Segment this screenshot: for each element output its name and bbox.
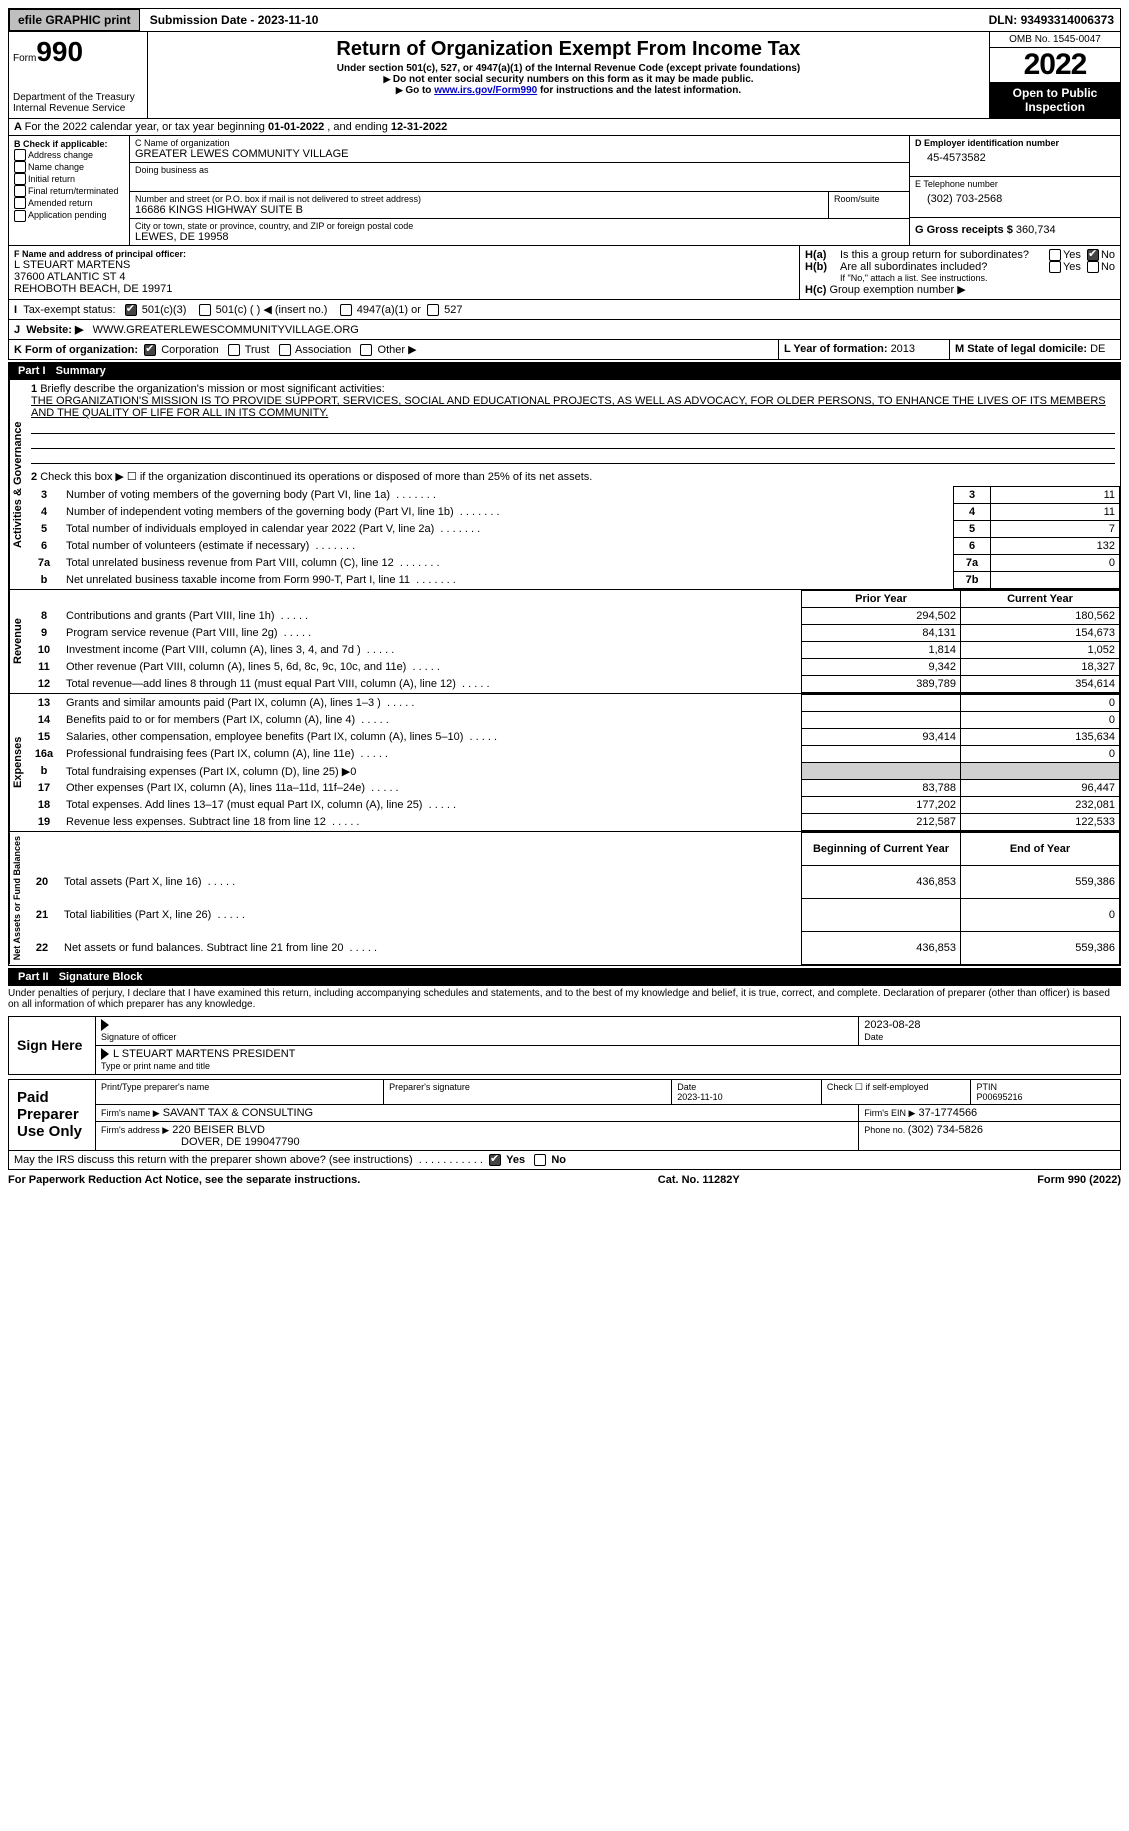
chk-amended[interactable]: Amended return [14, 197, 124, 209]
officer-addr2: REHOBOTH BEACH, DE 19971 [14, 283, 794, 295]
firm-addr2: DOVER, DE 199047790 [101, 1136, 300, 1148]
paid-preparer: Paid Preparer Use Only [9, 1080, 96, 1150]
chk-address[interactable]: Address change [14, 149, 124, 161]
form-id-cell: Form990 Department of the Treasury Inter… [9, 32, 148, 118]
chk-corp[interactable]: Corporation [144, 344, 219, 356]
k-label: K Form of organization: [14, 344, 138, 356]
q1: Briefly describe the organization's miss… [40, 383, 384, 395]
side-expenses: Expenses [9, 694, 26, 831]
subtitle2: Do not enter social security numbers on … [152, 74, 985, 85]
tax-year: 2022 [990, 48, 1120, 82]
ein: 45-4573582 [915, 148, 1115, 164]
street-address: 16686 KINGS HIGHWAY SUITE B [135, 204, 823, 216]
officer-name: L STEUART MARTENS [14, 259, 794, 271]
chk-other[interactable]: Other ▶ [360, 344, 416, 356]
website: WWW.GREATERLEWESCOMMUNITYVILLAGE.ORG [93, 324, 359, 336]
chk-501c[interactable]: 501(c) ( ) ◀ (insert no.) [199, 304, 328, 316]
website-label: Website: ▶ [26, 324, 83, 336]
b-header: B Check if applicable: [14, 139, 124, 149]
side-governance: Activities & Governance [9, 380, 26, 589]
form-title: Return of Organization Exempt From Incom… [152, 38, 985, 61]
side-revenue: Revenue [9, 590, 26, 693]
hb-note: If "No," attach a list. See instructions… [805, 273, 1115, 283]
city-label: City or town, state or province, country… [135, 221, 904, 231]
chk-527[interactable]: 527 [427, 304, 462, 316]
sign-here: Sign Here [9, 1017, 96, 1074]
sign-date: 2023-08-28 [864, 1019, 920, 1031]
gross-receipts: 360,734 [1016, 224, 1056, 236]
firm-addr1: 220 BEISER BLVD [172, 1124, 265, 1136]
subdate-label: Submission Date - 2023-11-10 [144, 10, 325, 30]
chk-assoc[interactable]: Association [279, 344, 352, 356]
declaration: Under penalties of perjury, I declare th… [8, 986, 1121, 1012]
state-domicile: M State of legal domicile: DE [950, 340, 1120, 359]
ptin: P00695216 [976, 1092, 1022, 1102]
self-employed[interactable]: Check ☐ if self-employed [822, 1080, 972, 1104]
chk-pending[interactable]: Application pending [14, 209, 124, 221]
part1-header: Part I Summary [8, 362, 1121, 380]
efile-button[interactable]: efile GRAPHIC print [9, 9, 140, 31]
chk-final[interactable]: Final return/terminated [14, 185, 124, 197]
hb-yes[interactable]: Yes [1049, 261, 1081, 273]
dln: DLN: 93493314006373 [983, 10, 1120, 30]
firm-phone: (302) 734-5826 [908, 1124, 983, 1136]
city-state-zip: LEWES, DE 19958 [135, 231, 904, 243]
firm-ein: 37-1774566 [918, 1107, 977, 1119]
chk-4947[interactable]: 4947(a)(1) or [340, 304, 421, 316]
line-a: A For the 2022 calendar year, or tax yea… [8, 119, 1121, 136]
i-label: Tax-exempt status: [23, 304, 115, 316]
q2: Check this box ▶ ☐ if the organization d… [40, 471, 592, 483]
chk-name[interactable]: Name change [14, 161, 124, 173]
subtitle3: Go to www.irs.gov/Form990 for instructio… [152, 85, 985, 96]
officer-addr1: 37600 ATLANTIC ST 4 [14, 271, 794, 283]
room-label: Room/suite [829, 192, 909, 218]
hb-label: Are all subordinates included? [840, 261, 1049, 273]
discuss-q: May the IRS discuss this return with the… [9, 1151, 1120, 1169]
c-name-label: C Name of organization [135, 138, 904, 148]
ein-label: D Employer identification number [915, 138, 1115, 148]
ha-no[interactable]: No [1087, 249, 1115, 261]
phone-label: E Telephone number [915, 179, 1115, 189]
footer-mid: Cat. No. 11282Y [658, 1174, 740, 1186]
firm-name: SAVANT TAX & CONSULTING [163, 1107, 313, 1119]
sig-label: Signature of officer [101, 1032, 176, 1042]
psig-label: Preparer's signature [384, 1080, 672, 1104]
addr-label: Number and street (or P.O. box if mail i… [135, 194, 823, 204]
hc-label: Group exemption number ▶ [829, 284, 965, 296]
ha-yes[interactable]: Yes [1049, 249, 1081, 261]
ha-label: Is this a group return for subordinates? [840, 249, 1049, 261]
inspection-label: Open to Public Inspection [990, 82, 1120, 118]
part2-header: Part II Signature Block [8, 968, 1121, 986]
footer-left: For Paperwork Reduction Act Notice, see … [8, 1174, 360, 1186]
footer-right: Form 990 (2022) [1037, 1174, 1121, 1186]
org-name: GREATER LEWES COMMUNITY VILLAGE [135, 148, 904, 160]
chk-trust[interactable]: Trust [228, 344, 270, 356]
side-netassets: Net Assets or Fund Balances [9, 832, 24, 964]
phone: (302) 703-2568 [915, 189, 1115, 205]
chk-501c3[interactable]: 501(c)(3) [125, 304, 187, 316]
hb-no[interactable]: No [1087, 261, 1115, 273]
pname-label: Print/Type preparer's name [96, 1080, 384, 1104]
f-label: F Name and address of principal officer: [14, 249, 794, 259]
gross-label: G Gross receipts $ [915, 224, 1016, 236]
discuss-no[interactable]: No [534, 1154, 566, 1166]
officer-print-name: L STEUART MARTENS PRESIDENT [113, 1048, 295, 1060]
irs-link[interactable]: www.irs.gov/Form990 [434, 85, 537, 96]
dba-label: Doing business as [135, 165, 904, 175]
chk-initial[interactable]: Initial return [14, 173, 124, 185]
prep-date: 2023-11-10 [677, 1092, 722, 1102]
mission: THE ORGANIZATION'S MISSION IS TO PROVIDE… [31, 395, 1106, 419]
year-formation: L Year of formation: 2013 [779, 340, 950, 359]
omb: OMB No. 1545-0047 [990, 32, 1120, 48]
discuss-yes[interactable]: Yes [489, 1154, 525, 1166]
subtitle1: Under section 501(c), 527, or 4947(a)(1)… [152, 63, 985, 74]
